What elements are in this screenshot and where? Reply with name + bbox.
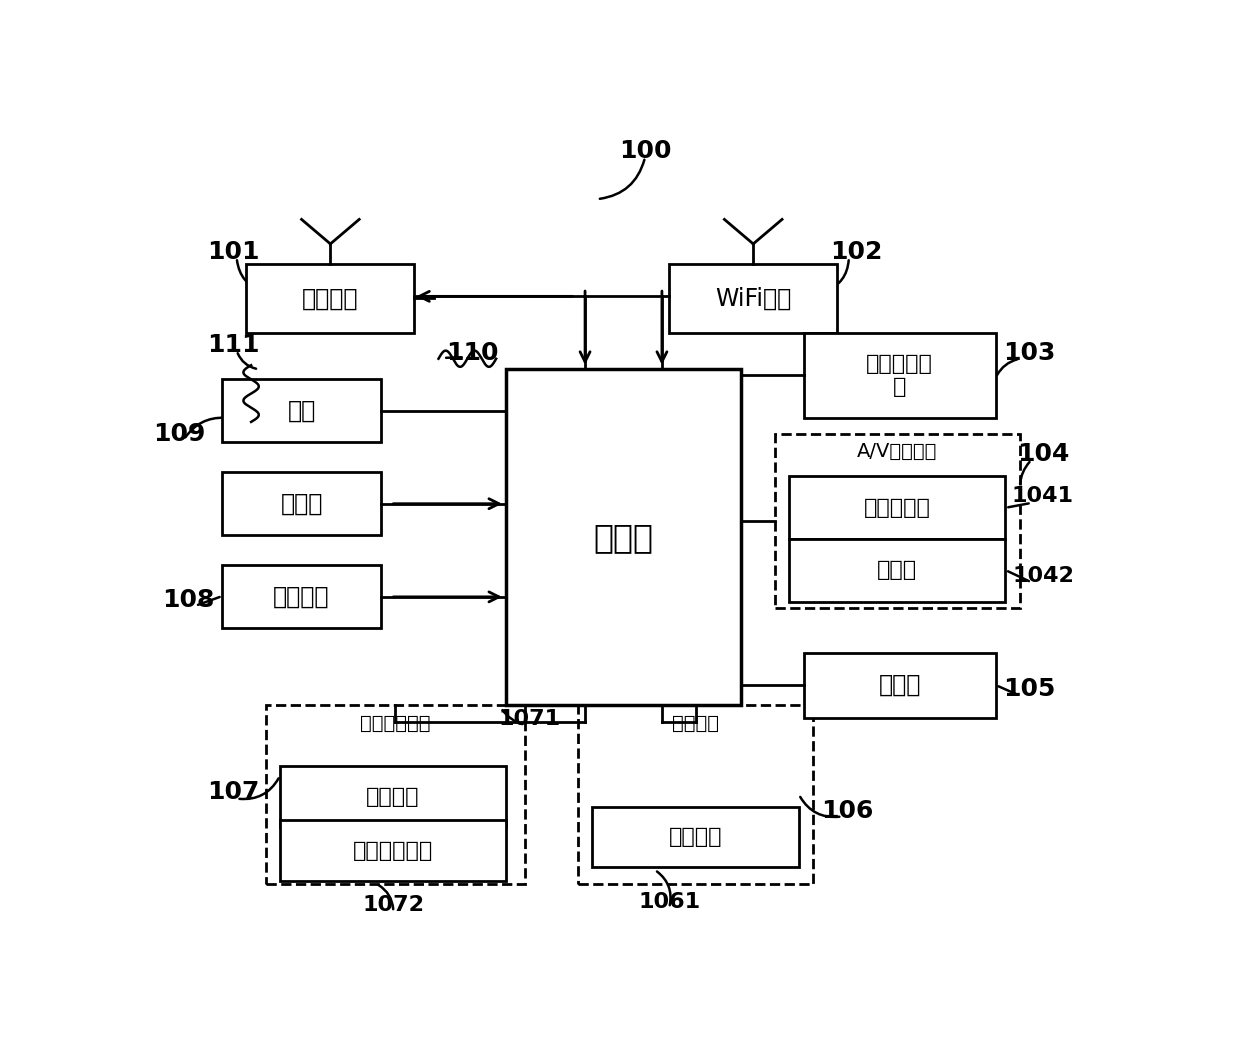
Bar [222, 472, 381, 535]
Text: 102: 102 [831, 240, 883, 264]
Text: 108: 108 [162, 588, 215, 612]
Text: 其他输入设备: 其他输入设备 [352, 841, 433, 861]
Bar [789, 539, 1006, 602]
Bar [789, 477, 1006, 540]
Text: 106: 106 [821, 798, 873, 823]
Text: 显示面板: 显示面板 [668, 827, 723, 847]
Text: 111: 111 [207, 332, 260, 357]
Text: 音频输出单
元: 音频输出单 元 [867, 353, 934, 397]
Bar [506, 369, 742, 706]
Text: 触控面板: 触控面板 [366, 787, 419, 807]
Bar [222, 565, 381, 628]
Text: 射频单元: 射频单元 [303, 286, 358, 310]
Text: 用户输入单元: 用户输入单元 [360, 713, 430, 733]
Text: 1071: 1071 [498, 709, 560, 729]
Text: 1041: 1041 [1012, 486, 1074, 506]
Bar [670, 264, 837, 332]
Bar [593, 807, 799, 868]
Bar [280, 766, 506, 827]
Text: 接口单元: 接口单元 [273, 585, 330, 609]
Text: 105: 105 [1003, 677, 1055, 702]
Text: 处理器: 处理器 [594, 521, 653, 553]
Bar [804, 332, 996, 418]
Text: A/V输入单元: A/V输入单元 [857, 443, 937, 462]
Text: 麦克风: 麦克风 [878, 560, 918, 580]
Text: 1072: 1072 [362, 895, 424, 915]
Bar [265, 706, 525, 884]
Text: 100: 100 [619, 139, 671, 163]
Text: 109: 109 [153, 422, 205, 446]
Text: 1042: 1042 [1012, 566, 1074, 586]
Text: 显示单元: 显示单元 [672, 713, 719, 733]
Text: 1061: 1061 [639, 892, 701, 912]
Text: 103: 103 [1003, 341, 1055, 365]
Bar [280, 821, 506, 882]
Text: 存储器: 存储器 [280, 491, 322, 515]
Bar [775, 434, 1021, 608]
Text: 传感器: 传感器 [879, 673, 921, 697]
Text: 110: 110 [446, 341, 498, 365]
Text: WiFi模块: WiFi模块 [715, 286, 791, 310]
Text: 电源: 电源 [288, 399, 316, 423]
Text: 101: 101 [207, 240, 260, 264]
Text: 107: 107 [207, 781, 260, 804]
Bar [804, 652, 996, 717]
Bar [578, 706, 813, 884]
Bar [247, 264, 414, 332]
Text: 图形处理器: 图形处理器 [864, 498, 931, 518]
Bar [222, 379, 381, 442]
Text: 104: 104 [1017, 442, 1069, 466]
